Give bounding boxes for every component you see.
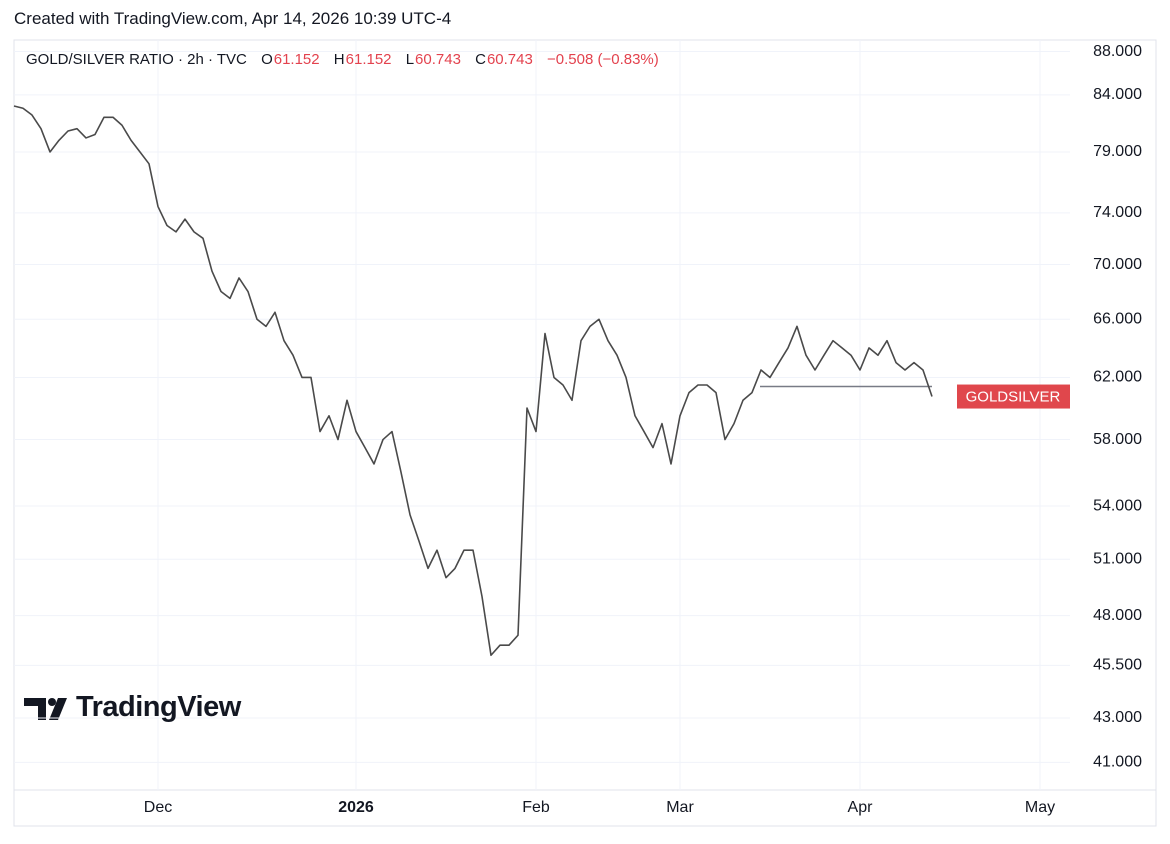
logo-part <box>48 698 56 706</box>
y-tick-label: 88.000 <box>1093 43 1142 60</box>
y-tick-label: 74.000 <box>1093 204 1142 221</box>
y-tick-label: 58.000 <box>1093 431 1142 448</box>
legend: GOLD/SILVER RATIO · 2h · TVC O61.152 H61… <box>26 51 669 68</box>
x-tick-label: May <box>1025 799 1055 816</box>
caption: Created with TradingView.com, Apr 14, 20… <box>14 9 452 28</box>
ohlc-value: 60.743 <box>486 51 533 68</box>
symbol: GOLD/SILVER RATIO · 2h · TVC <box>26 51 247 68</box>
ohlc-value: 61.152 <box>273 51 320 68</box>
x-tick-label: Feb <box>522 799 550 816</box>
watermark: TradingView <box>76 691 241 723</box>
price-line <box>13 105 933 657</box>
logo <box>24 698 67 720</box>
x-tick-label: Dec <box>144 799 172 816</box>
x-tick-label: 2026 <box>338 799 374 816</box>
y-tick-label: 79.000 <box>1093 143 1142 160</box>
y-tick-label: 51.000 <box>1093 550 1142 567</box>
logo-part <box>24 698 46 720</box>
y-tick-label: 43.000 <box>1093 709 1142 726</box>
chart-frame <box>13 39 1157 827</box>
y-tick-label: 48.000 <box>1093 607 1142 624</box>
ohlc-value: 61.152 <box>345 51 392 68</box>
ohlc-key: O <box>261 51 273 68</box>
ohlc-value: 60.743 <box>415 51 461 68</box>
y-tick-label: 84.000 <box>1093 86 1142 103</box>
y-tick-label: 45.500 <box>1093 657 1142 674</box>
ohlc-key: H <box>333 51 345 68</box>
y-tick-label: 66.000 <box>1093 311 1142 328</box>
change: −0.508 (−0.83%) <box>547 51 659 68</box>
x-tick-label: Apr <box>848 799 874 816</box>
y-tick-label: 62.000 <box>1093 369 1142 386</box>
ohlc-key: C <box>475 51 486 68</box>
ohlc-key: L <box>405 51 415 68</box>
logo-part <box>49 698 67 720</box>
y-tick-label: 70.000 <box>1093 256 1142 273</box>
x-tick-label: Mar <box>666 799 694 816</box>
y-tick-label: 41.000 <box>1093 754 1142 771</box>
series-label: GOLDSILVER <box>966 389 1061 406</box>
y-tick-label: 54.000 <box>1093 497 1142 514</box>
last-price-box <box>957 384 1070 409</box>
